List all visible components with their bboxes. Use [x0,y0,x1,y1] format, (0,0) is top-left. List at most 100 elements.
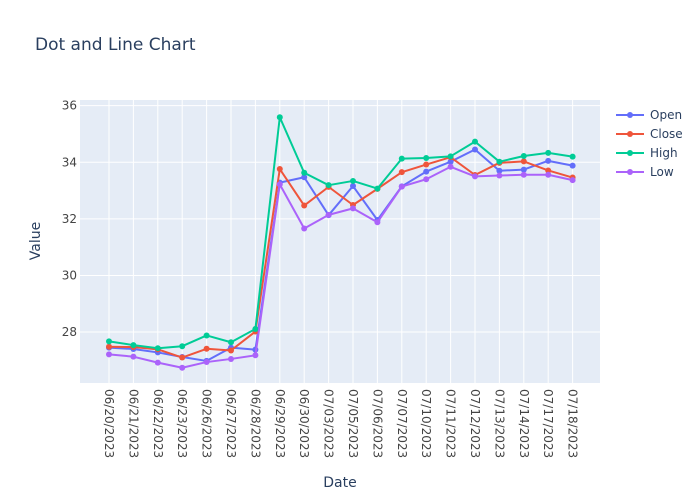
legend-label: Close [650,127,683,141]
data-point-open[interactable] [350,183,356,190]
data-point-open[interactable] [496,167,503,174]
data-point-high[interactable] [179,343,186,350]
legend-item-open[interactable]: Open [616,108,682,122]
x-tick-label: 07/11/2023 [444,389,458,458]
x-tick-label: 07/03/2023 [322,389,336,458]
legend-item-high[interactable]: High [616,146,678,160]
y-tick-label: 36 [62,99,77,113]
data-point-open[interactable] [472,146,478,153]
data-point-high[interactable] [569,153,576,160]
x-tick-label: 07/18/2023 [566,389,580,458]
x-tick-label: 07/05/2023 [346,389,360,458]
data-point-low[interactable] [106,351,112,358]
data-point-close[interactable] [301,202,308,209]
x-tick-label: 06/29/2023 [273,389,287,458]
x-tick-label: 07/14/2023 [517,389,531,458]
data-point-close[interactable] [398,169,405,176]
data-point-high[interactable] [228,339,234,346]
series-line-close [108,156,573,359]
data-point-low[interactable] [350,205,356,212]
data-point-open[interactable] [520,166,527,173]
x-tick-label: 06/21/2023 [126,389,140,458]
data-point-high[interactable] [447,153,454,160]
data-point-close[interactable] [520,158,527,165]
data-point-low[interactable] [325,211,332,218]
data-point-high[interactable] [520,153,527,160]
data-point-low[interactable] [130,353,137,360]
data-point-high[interactable] [301,169,308,176]
legend-item-low[interactable]: Low [616,165,674,179]
data-point-close[interactable] [228,347,234,354]
data-point-high[interactable] [496,158,503,165]
data-point-low[interactable] [228,355,234,362]
data-point-close[interactable] [203,345,210,352]
data-point-open[interactable] [447,158,454,165]
plot-area [80,100,600,383]
x-tick-label: 07/06/2023 [370,389,384,458]
chart-title: Dot and Line Chart [35,35,196,55]
data-point-high[interactable] [106,338,112,345]
x-tick-label: 06/27/2023 [224,389,238,458]
legend-label: Open [650,108,682,122]
x-tick-label: 06/30/2023 [297,389,311,458]
x-tick-label: 07/07/2023 [395,389,409,458]
data-point-low[interactable] [252,352,259,359]
data-point-low[interactable] [301,225,308,232]
y-tick-label: 30 [62,268,77,282]
data-point-high[interactable] [130,342,137,349]
data-point-close[interactable] [545,167,552,174]
data-point-low[interactable] [276,181,283,188]
data-point-close[interactable] [276,166,283,173]
data-point-low[interactable] [496,172,503,179]
data-point-low[interactable] [447,163,454,170]
series-line-low [108,165,573,369]
data-point-high[interactable] [154,345,161,352]
y-tick-label: 32 [62,212,77,226]
data-point-low[interactable] [545,171,552,178]
data-point-high[interactable] [398,155,405,162]
data-point-low[interactable] [398,183,405,190]
legend-item-close[interactable]: Close [616,127,683,141]
data-point-high[interactable] [423,155,430,162]
data-point-high[interactable] [350,177,356,184]
legend-swatch-marker [627,169,633,175]
x-tick-label: 06/22/2023 [151,389,165,458]
legend-swatch-marker [627,112,633,118]
data-point-high[interactable] [276,114,283,121]
data-point-open[interactable] [423,168,430,175]
data-point-low[interactable] [520,171,527,178]
legend[interactable]: Open Close High Low [616,108,683,179]
series-line-open [108,148,573,362]
data-point-low[interactable] [423,176,430,183]
data-point-close[interactable] [179,354,186,361]
legend-label: High [650,146,678,160]
x-tick-label: 06/26/2023 [200,389,214,458]
data-point-open[interactable] [569,162,576,169]
data-point-low[interactable] [374,219,381,226]
data-point-close[interactable] [423,161,430,168]
x-axis-ticks: 06/20/2023 06/21/2023 06/22/2023 06/23/2023… [102,389,580,458]
data-point-high[interactable] [545,149,552,156]
y-tick-label: 34 [62,155,77,169]
data-point-low[interactable] [569,177,576,184]
series-high [106,114,576,352]
data-point-high[interactable] [325,182,332,189]
data-point-low[interactable] [472,173,478,180]
data-point-low[interactable] [154,359,161,366]
data-point-low[interactable] [179,364,186,371]
data-point-open[interactable] [545,157,552,164]
data-point-high[interactable] [203,332,210,339]
x-tick-label: 06/20/2023 [102,389,116,458]
legend-swatch-marker [627,150,633,156]
data-point-low[interactable] [203,359,210,366]
data-point-open[interactable] [301,174,308,181]
x-tick-label: 07/10/2023 [419,389,433,458]
data-point-high[interactable] [472,138,478,145]
data-point-high[interactable] [374,185,381,192]
data-point-high[interactable] [252,325,259,332]
x-tick-label: 06/23/2023 [175,389,189,458]
x-tick-label: 06/28/2023 [248,389,262,458]
data-point-close[interactable] [106,343,112,350]
series-line-high [108,116,573,350]
